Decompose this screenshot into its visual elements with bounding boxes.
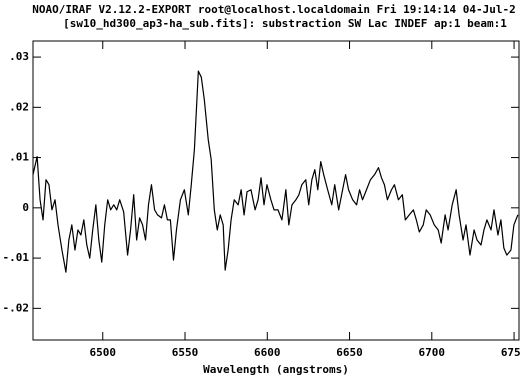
chart-title: NOAO/IRAF V2.12.2-EXPORT root@localhost.… [32,3,515,16]
y-tick-label: -.02 [3,301,30,314]
plot-frame [32,40,520,341]
y-tick-label: .02 [9,100,29,113]
y-tick-label: -.01 [3,251,30,264]
chart-subtitle: [sw10_hd300_ap3-ha_sub.fits]: substracti… [63,17,507,30]
x-tick-label: 6700 [419,346,446,359]
y-tick-label: .01 [9,151,29,164]
y-tick-label: .03 [9,50,29,63]
x-tick-label: 6500 [90,346,117,359]
x-tick-label: 6550 [172,346,199,359]
x-tick-label: 6600 [254,346,281,359]
y-tick-label: 0 [22,201,29,214]
x-tick-label: 6750 [501,346,521,359]
x-tick-label: 6650 [336,346,363,359]
x-axis-label: Wavelength (angstroms) [203,363,349,376]
spectrum-line [32,70,519,273]
